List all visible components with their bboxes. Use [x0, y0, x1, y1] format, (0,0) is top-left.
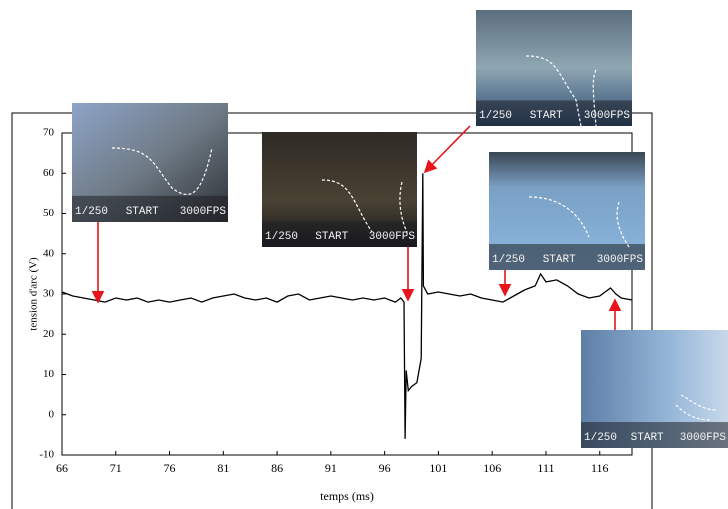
y-axis-label: tension d'arc (V) [28, 257, 40, 331]
frame-label: START [543, 254, 576, 266]
x-tick-label: 101 [429, 461, 447, 475]
x-tick-label: 66 [56, 461, 68, 475]
frame-label: START [631, 432, 664, 444]
flow-contour [111, 147, 213, 196]
x-tick-label: 86 [271, 461, 283, 475]
frame-label: 1/250 [75, 206, 108, 218]
x-tick-label: 91 [325, 461, 337, 475]
data-line [61, 173, 633, 439]
y-tick-label: 10 [43, 368, 55, 380]
camera-frame: 1/250 START 3000FPS [262, 132, 417, 247]
x-tick-label: 111 [537, 461, 554, 475]
camera-frame: 1/250 START 3000FPS [476, 10, 632, 127]
y-tick-label: 50 [43, 207, 55, 219]
camera-frame: 1/250 START 3000FPS [581, 330, 728, 448]
flow-contour [675, 394, 717, 421]
frame-label: 3000FPS [597, 254, 644, 266]
frame-shadow [581, 422, 728, 448]
frame-label: 1/250 [265, 231, 298, 243]
flow-contour [525, 55, 597, 127]
camera-frame: 1/250 START 3000FPS [72, 103, 228, 222]
frame-label: START [126, 206, 159, 218]
flow-contour [528, 196, 630, 248]
frame-label: 1/250 [492, 254, 525, 266]
frame-label: 3000FPS [680, 432, 727, 444]
frame-label: START [530, 110, 563, 122]
y-tick-label: 0 [49, 408, 55, 420]
frame-label: 1/250 [479, 110, 512, 122]
frame-label: 3000FPS [180, 206, 227, 218]
y-tick-label: 70 [43, 127, 55, 139]
x-tick-label: 81 [217, 461, 229, 475]
x-tick-label: 71 [110, 461, 122, 475]
arrow [423, 125, 471, 174]
y-tick-label: 20 [43, 328, 55, 340]
camera-frame: 1/250 START 3000FPS [489, 152, 645, 270]
flow-contour [321, 179, 408, 233]
frame-shadow [489, 244, 645, 270]
frame-label: 3000FPS [369, 231, 416, 243]
frame-shadow [262, 221, 417, 247]
x-tick-label: 106 [483, 461, 501, 475]
y-tick-label: -10 [39, 449, 54, 461]
outer-frame [11, 112, 653, 509]
frame-label: 3000FPS [584, 110, 631, 122]
x-tick-label: 116 [591, 461, 609, 475]
x-tick-label: 96 [379, 461, 391, 475]
frame-label: START [315, 231, 348, 243]
frame-shadow [72, 195, 228, 222]
frame-label: 1/250 [584, 432, 617, 444]
y-tick-label: 60 [43, 167, 55, 179]
y-tick-label: 40 [43, 247, 55, 259]
x-tick-label: 76 [164, 461, 176, 475]
x-axis-label: temps (ms) [320, 489, 374, 503]
frame-shadow [476, 100, 632, 126]
y-tick-label: 30 [43, 288, 55, 300]
